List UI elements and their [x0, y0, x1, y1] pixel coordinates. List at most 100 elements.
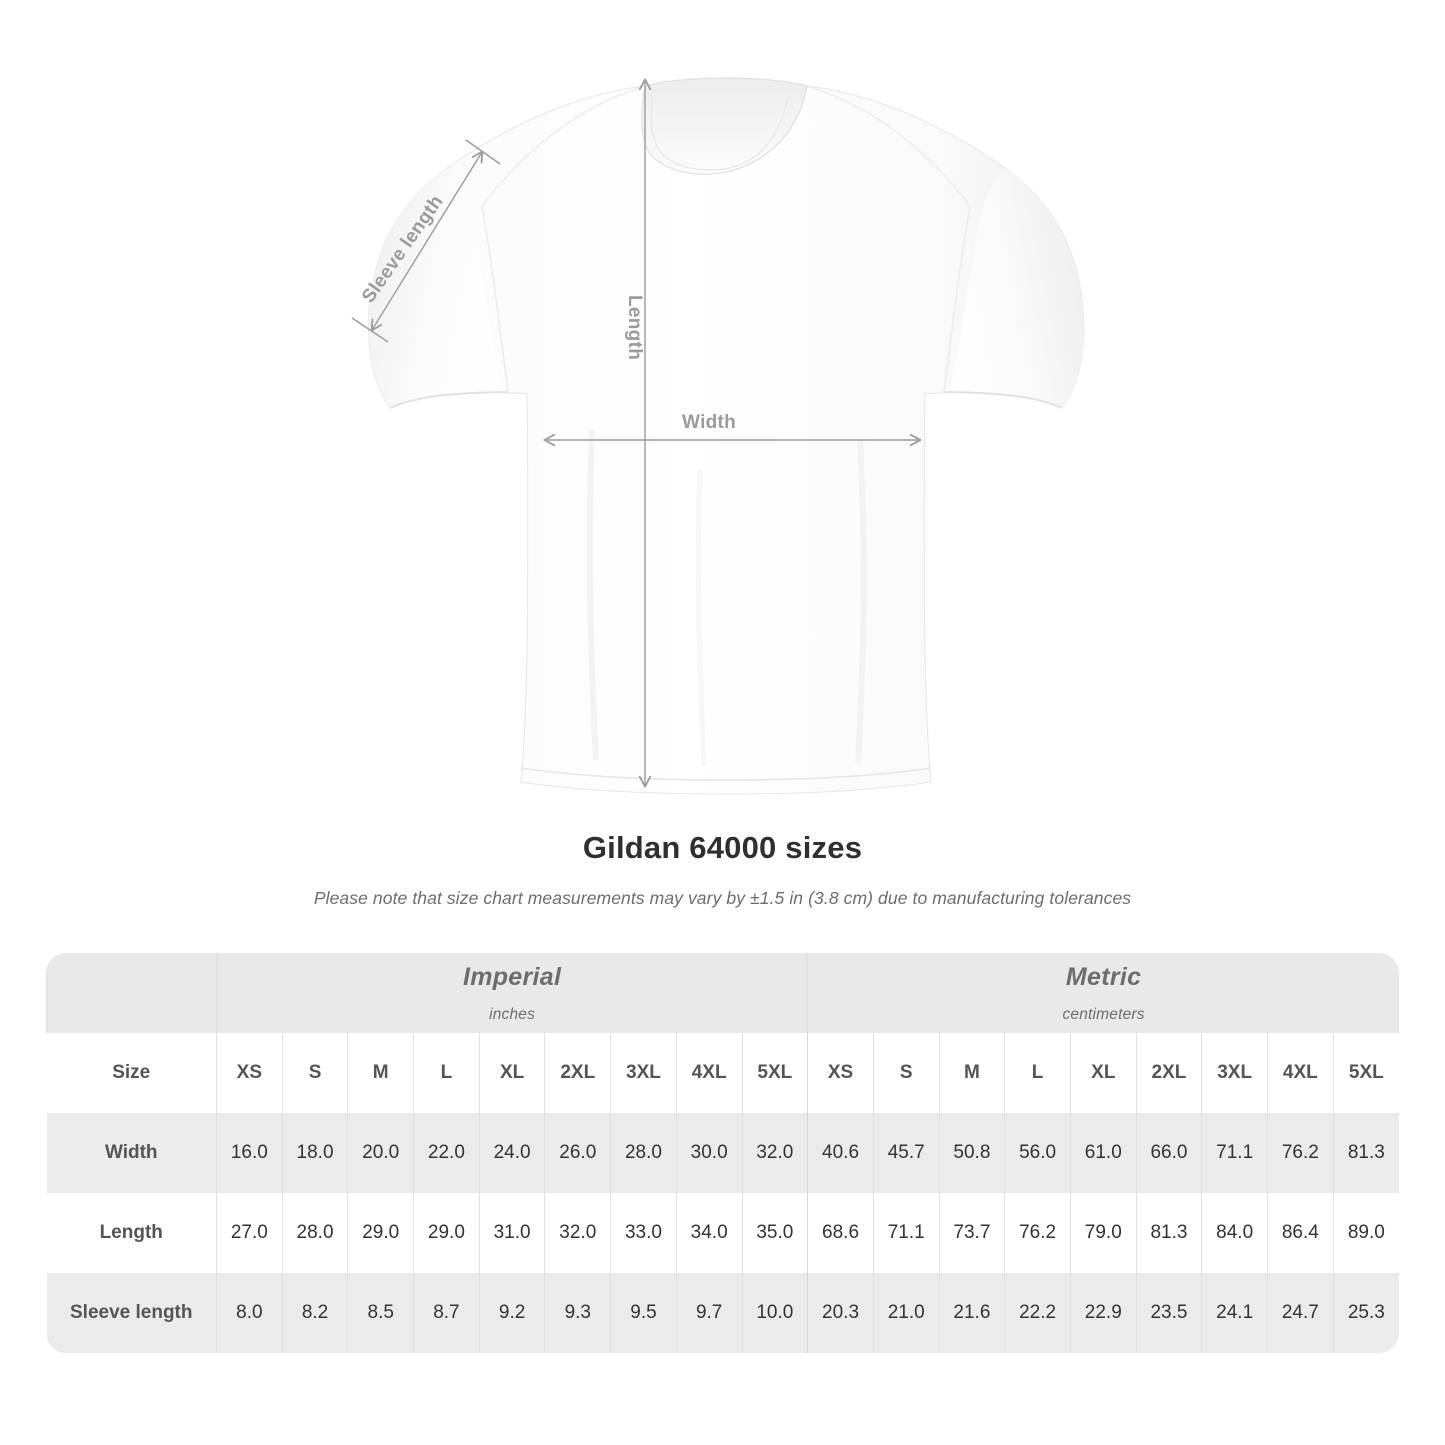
size-chart-table: Imperial inches Metric centimeters Size … [46, 953, 1399, 1353]
header-size-imperial-2xl: 2XL [544, 1033, 611, 1113]
cell-width-imperial-4xl: 30.0 [675, 1113, 742, 1193]
header-size-imperial-m: M [347, 1033, 414, 1113]
sleeve-tick-bottom [351, 317, 389, 343]
cell-sleeve-imperial-xl: 9.2 [478, 1273, 545, 1353]
tshirt-illustration [351, 77, 1085, 795]
cell-length-metric-s: 71.1 [872, 1193, 940, 1273]
right-shoulder-seam [806, 85, 971, 207]
cell-sleeve-imperial-2xl: 9.3 [544, 1273, 611, 1353]
left-shoulder-seam [481, 85, 646, 207]
header-size-imperial-5xl: 5XL [741, 1033, 808, 1113]
cell-sleeve-imperial-4xl: 9.7 [675, 1273, 742, 1353]
right-sleeve-shading [950, 168, 1084, 408]
cell-sleeve-imperial-3xl: 9.5 [610, 1273, 677, 1353]
cell-sleeve-metric-l: 22.2 [1004, 1273, 1071, 1353]
cell-sleeve-metric-2xl: 23.5 [1135, 1273, 1202, 1353]
row-label-length: Length [46, 1193, 217, 1273]
header-size-imperial-l: L [413, 1033, 480, 1113]
cell-width-imperial-m: 20.0 [347, 1113, 414, 1193]
width-label: Width [682, 412, 737, 433]
header-size-metric-5xl: 5XL [1332, 1033, 1399, 1113]
row-label-width: Width [46, 1113, 217, 1193]
group-cell-imperial: Imperial inches [215, 953, 808, 1033]
cell-sleeve-metric-5xl: 25.3 [1332, 1273, 1399, 1353]
cell-width-metric-xl: 61.0 [1069, 1113, 1137, 1193]
right-sleeve-hem [943, 391, 1063, 409]
size-chart-table-wrapper: Imperial inches Metric centimeters Size … [46, 953, 1399, 1353]
row-label-sleeve-length: Sleeve length [46, 1273, 217, 1353]
cell-length-imperial-l: 29.0 [413, 1193, 480, 1273]
tshirt-diagram: Width Length Sleeve length [351, 77, 1085, 795]
collar-inner-line [650, 97, 789, 171]
chart-title: Gildan 64000 sizes [582, 830, 863, 865]
cell-length-metric-5xl: 89.0 [1332, 1193, 1399, 1273]
cell-length-metric-m: 73.7 [938, 1193, 1005, 1273]
header-size-label: Size [46, 1033, 217, 1113]
cell-length-imperial-5xl: 35.0 [741, 1193, 808, 1273]
cell-width-metric-5xl: 81.3 [1332, 1113, 1399, 1193]
collar [641, 77, 808, 175]
header-size-imperial-xs: XS [216, 1033, 283, 1113]
group-name-metric: Metric [1065, 962, 1142, 991]
header-size-imperial-3xl: 3XL [610, 1033, 677, 1113]
cell-width-metric-s: 45.7 [872, 1113, 940, 1193]
right-armhole-seam [943, 205, 971, 393]
header-size-imperial-4xl: 4XL [675, 1033, 742, 1113]
header-size-metric-2xl: 2XL [1135, 1033, 1202, 1113]
cell-length-metric-l: 76.2 [1004, 1193, 1071, 1273]
cell-length-imperial-xs: 27.0 [216, 1193, 283, 1273]
cell-sleeve-imperial-l: 8.7 [413, 1273, 480, 1353]
cell-length-imperial-xl: 31.0 [478, 1193, 545, 1273]
group-unit-metric: centimeters [1062, 1005, 1145, 1023]
fabric-fold-1 [586, 429, 599, 761]
cell-sleeve-metric-3xl: 24.1 [1201, 1273, 1268, 1353]
group-unit-imperial: inches [489, 1005, 536, 1023]
fabric-fold-2 [855, 439, 867, 763]
cell-length-metric-2xl: 81.3 [1135, 1193, 1202, 1273]
header-size-metric-l: L [1004, 1033, 1071, 1113]
cell-sleeve-imperial-5xl: 10.0 [741, 1273, 808, 1353]
cell-sleeve-metric-xs: 20.3 [807, 1273, 874, 1353]
cell-width-imperial-3xl: 28.0 [610, 1113, 677, 1193]
cell-length-metric-3xl: 84.0 [1201, 1193, 1268, 1273]
sleeve-tick-top [465, 139, 501, 165]
sleeve-measure-arrow [372, 152, 482, 330]
cell-width-imperial-s: 18.0 [281, 1113, 348, 1193]
bottom-hem [520, 767, 932, 781]
cell-length-metric-xs: 68.6 [807, 1193, 874, 1273]
cell-sleeve-imperial-xs: 8.0 [216, 1273, 283, 1353]
cell-length-imperial-3xl: 33.0 [610, 1193, 677, 1273]
cell-width-imperial-l: 22.0 [413, 1113, 480, 1193]
chart-subtitle: Please note that size chart measurements… [313, 888, 1132, 908]
cell-length-imperial-2xl: 32.0 [544, 1193, 611, 1273]
cell-length-imperial-4xl: 34.0 [675, 1193, 742, 1273]
cell-sleeve-imperial-s: 8.2 [281, 1273, 348, 1353]
left-armhole-seam [481, 205, 509, 393]
unit-group-row: Imperial inches Metric centimeters [46, 953, 1399, 1033]
cell-width-metric-3xl: 71.1 [1201, 1113, 1268, 1193]
header-size-imperial-xl: XL [478, 1033, 545, 1113]
table-row-width: Width 16.0 18.0 20.0 22.0 24.0 26.0 28.0… [46, 1113, 1399, 1193]
cell-sleeve-metric-s: 21.0 [872, 1273, 940, 1353]
header-size-metric-3xl: 3XL [1201, 1033, 1268, 1113]
size-header-row: Size XS S M L XL 2XL 3XL 4XL 5XL XS S M … [46, 1033, 1399, 1113]
cell-width-imperial-xl: 24.0 [478, 1113, 545, 1193]
table-row-sleeve-length: Sleeve length 8.0 8.2 8.5 8.7 9.2 9.3 9.… [46, 1273, 1399, 1353]
fabric-fold-3 [695, 469, 707, 767]
left-sleeve-hem [389, 391, 509, 409]
table-row-length: Length 27.0 28.0 29.0 29.0 31.0 32.0 33.… [46, 1193, 1399, 1273]
group-cell-metric: Metric centimeters [807, 953, 1399, 1033]
header-size-metric-m: M [938, 1033, 1005, 1113]
cell-width-metric-m: 50.8 [938, 1113, 1005, 1193]
cell-width-imperial-xs: 16.0 [216, 1113, 283, 1193]
cell-width-metric-xs: 40.6 [807, 1113, 874, 1193]
header-size-metric-xs: XS [807, 1033, 874, 1113]
header-size-imperial-s: S [281, 1033, 348, 1113]
cell-width-imperial-5xl: 32.0 [741, 1113, 808, 1193]
cell-sleeve-metric-4xl: 24.7 [1267, 1273, 1334, 1353]
cell-length-imperial-s: 28.0 [281, 1193, 348, 1273]
group-spacer-cell [46, 953, 217, 1033]
header-size-metric-4xl: 4XL [1267, 1033, 1334, 1113]
cell-width-metric-4xl: 76.2 [1267, 1113, 1334, 1193]
cell-length-metric-xl: 79.0 [1069, 1193, 1137, 1273]
